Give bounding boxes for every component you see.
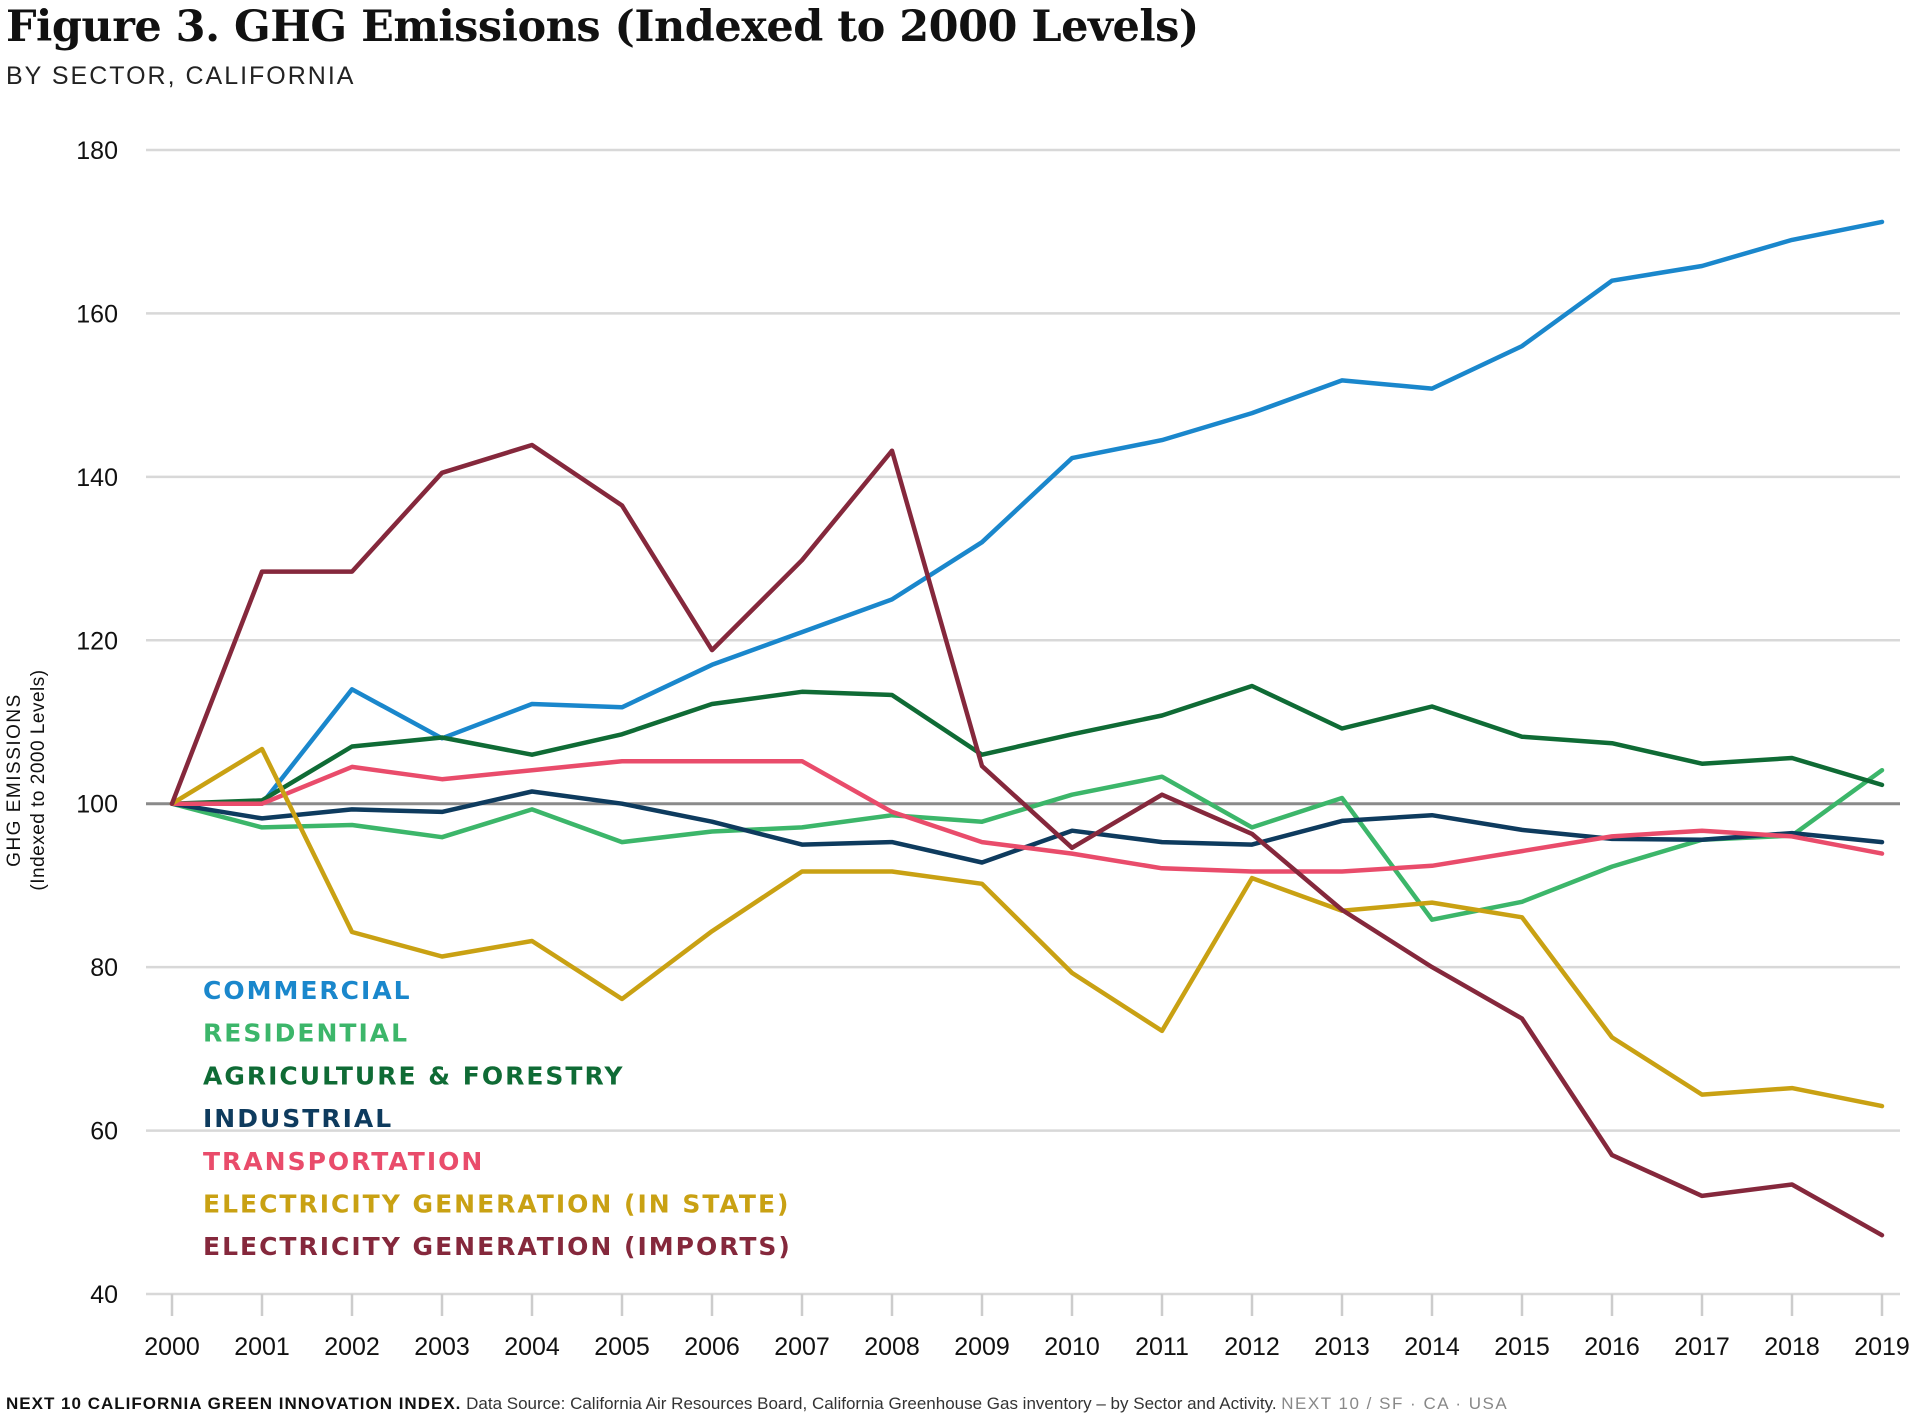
y-tick-labels: 40 60 80 100 120 140 160 180 bbox=[76, 137, 118, 1309]
x-tick-label: 2010 bbox=[1044, 1333, 1100, 1361]
legend: COMMERCIAL RESIDENTIAL AGRICULTURE & FORES… bbox=[203, 976, 792, 1261]
x-tick-label: 2006 bbox=[684, 1333, 740, 1361]
x-tick-label: 2013 bbox=[1314, 1333, 1370, 1361]
legend-entry: COMMERCIAL bbox=[203, 976, 412, 1005]
footer: NEXT 10 CALIFORNIA GREEN INNOVATION INDE… bbox=[6, 1394, 1508, 1414]
x-tick-label: 2012 bbox=[1224, 1333, 1280, 1361]
chart-subtitle: BY SECTOR, CALIFORNIA bbox=[6, 62, 356, 90]
x-tick-label: 2008 bbox=[864, 1333, 920, 1361]
series-line-electricity-generation-imports bbox=[169, 442, 1885, 1238]
series-line-commercial bbox=[169, 219, 1885, 806]
series-line-transportation bbox=[169, 758, 1885, 874]
footer-brand: NEXT 10 CALIFORNIA GREEN INNOVATION INDE… bbox=[6, 1394, 462, 1413]
footer-site: NEXT 10 / SF · CA · USA bbox=[1281, 1394, 1509, 1413]
x-tick-label: 2003 bbox=[414, 1333, 470, 1361]
x-tick-label: 2004 bbox=[504, 1333, 560, 1361]
x-tick-label: 2016 bbox=[1584, 1333, 1640, 1361]
y-axis-label: GHG EMISSIONS bbox=[4, 693, 25, 867]
x-tick-label: 2018 bbox=[1764, 1333, 1820, 1361]
x-tick-label: 2015 bbox=[1494, 1333, 1550, 1361]
x-axis: 2000 2001 2002 2003 2004 2005 2006 2007 2008 2009… bbox=[144, 1294, 1910, 1361]
y-tick-label: 100 bbox=[76, 791, 118, 819]
legend-entry: INDUSTRIAL bbox=[203, 1104, 393, 1133]
y-tick-label: 140 bbox=[76, 464, 118, 492]
x-tick-label: 2011 bbox=[1135, 1333, 1189, 1361]
footer-source: Data Source: California Air Resources Bo… bbox=[466, 1394, 1277, 1413]
y-tick-label: 180 bbox=[76, 137, 118, 165]
legend-entry: AGRICULTURE & FORESTRY bbox=[203, 1061, 624, 1090]
x-tick-label: 2002 bbox=[324, 1333, 380, 1361]
y-tick-label: 40 bbox=[90, 1281, 118, 1309]
x-tick-label: 2019 bbox=[1854, 1333, 1910, 1361]
y-tick-label: 120 bbox=[76, 627, 118, 655]
legend-entry: RESIDENTIAL bbox=[203, 1019, 409, 1048]
x-tick-label: 2005 bbox=[594, 1333, 650, 1361]
x-tick-label: 2009 bbox=[954, 1333, 1010, 1361]
legend-entry: ELECTRICITY GENERATION (IN STATE) bbox=[203, 1190, 790, 1219]
y-tick-label: 160 bbox=[76, 300, 118, 328]
chart-title: Figure 3. GHG Emissions (Indexed to 2000… bbox=[6, 2, 1199, 52]
y-tick-label: 60 bbox=[90, 1118, 118, 1146]
series-lines bbox=[169, 219, 1885, 1238]
legend-entry: TRANSPORTATION bbox=[203, 1147, 484, 1176]
x-tick-label: 2014 bbox=[1404, 1333, 1460, 1361]
series-line-electricity-generation-in-state bbox=[169, 746, 1885, 1109]
series-line-agriculture-forestry bbox=[169, 683, 1885, 806]
x-tick-label: 2017 bbox=[1674, 1333, 1730, 1361]
series-line-industrial bbox=[169, 789, 1885, 865]
y-tick-label: 80 bbox=[90, 954, 118, 982]
x-tick-label: 2001 bbox=[234, 1333, 290, 1361]
x-tick-label: 2007 bbox=[774, 1333, 830, 1361]
legend-entry: ELECTRICITY GENERATION (IMPORTS) bbox=[203, 1232, 792, 1261]
x-tick-label: 2000 bbox=[144, 1333, 200, 1361]
y-axis-sublabel: (Indexed to 2000 Levels) bbox=[28, 669, 49, 890]
